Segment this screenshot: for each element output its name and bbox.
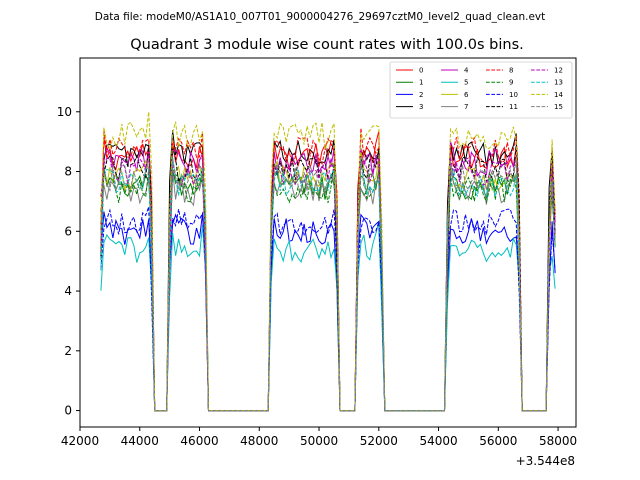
- series-line-10: [100, 206, 556, 412]
- legend-label-5: 5: [464, 79, 468, 87]
- x-tick-label: 54000: [419, 434, 457, 448]
- x-axis: 42000 44000 46000 48000 50000 52000 54000 56000…: [61, 427, 577, 448]
- legend-label-9: 9: [509, 79, 513, 87]
- legend-label-3: 3: [419, 103, 423, 111]
- legend-label-12: 12: [554, 67, 563, 75]
- series-layer: [100, 111, 556, 412]
- legend-label-14: 14: [554, 91, 563, 99]
- legend-label-0: 0: [419, 67, 423, 75]
- legend-frame: [389, 61, 573, 119]
- x-tick-label: 46000: [180, 434, 218, 448]
- y-tick-label: 2: [64, 344, 72, 358]
- series-line-15: [100, 156, 556, 412]
- y-tick-label: 0: [64, 404, 72, 418]
- series-line-8: [100, 128, 556, 412]
- x-tick-label: 48000: [240, 434, 278, 448]
- y-tick-label: 8: [64, 165, 72, 179]
- series-line-7: [100, 170, 556, 412]
- legend-label-8: 8: [509, 67, 513, 75]
- legend-label-7: 7: [464, 103, 468, 111]
- x-tick-label: 50000: [300, 434, 338, 448]
- x-tick-label: 42000: [61, 434, 99, 448]
- chart-title: Quadrant 3 module wise count rates with …: [130, 37, 524, 53]
- legend-label-4: 4: [464, 67, 469, 75]
- y-tick-label: 4: [64, 284, 72, 298]
- legend-label-2: 2: [419, 91, 423, 99]
- x-tick-label: 58000: [539, 434, 577, 448]
- y-tick-label: 6: [64, 224, 72, 238]
- legend-label-1: 1: [419, 79, 423, 87]
- y-tick-label: 10: [57, 105, 72, 119]
- legend-label-13: 13: [554, 79, 563, 87]
- x-tick-label: 44000: [121, 434, 159, 448]
- legend-label-11: 11: [509, 103, 518, 111]
- series-line-5: [100, 222, 556, 412]
- series-line-14: [100, 111, 556, 412]
- y-axis: 0 2 4 6 8 10: [57, 105, 80, 418]
- legend-label-6: 6: [464, 91, 469, 99]
- series-line-13: [100, 157, 556, 412]
- x-tick-label: 56000: [479, 434, 517, 448]
- series-line-11: [100, 143, 556, 412]
- figure-suptitle: Data file: modeM0/AS1A10_007T01_90000042…: [95, 11, 546, 23]
- plot-frame: [79, 57, 577, 428]
- x-tick-label: 52000: [360, 434, 398, 448]
- legend-label-10: 10: [509, 91, 518, 99]
- legend-label-15: 15: [554, 103, 563, 111]
- x-offset-label: +3.544e8: [516, 454, 575, 468]
